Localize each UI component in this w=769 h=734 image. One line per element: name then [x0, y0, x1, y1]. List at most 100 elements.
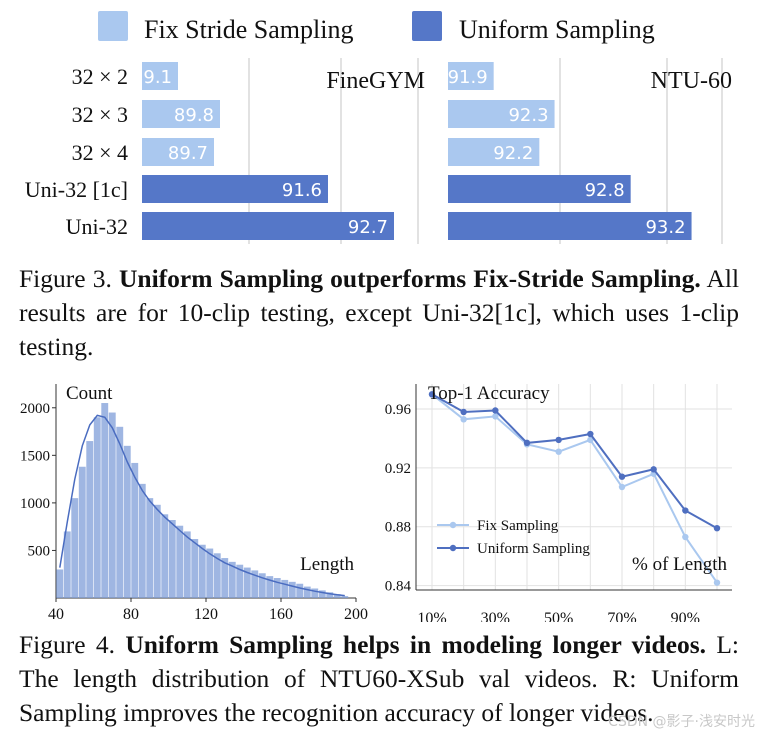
x-axis-label: % of Length	[632, 554, 727, 575]
x-tick-label: 120	[194, 606, 218, 622]
series-point	[460, 416, 467, 423]
figure4-caption-rest: L: The length distribution of NTU60-XSub…	[19, 630, 739, 727]
series-line	[431, 393, 718, 584]
series-point	[492, 407, 499, 414]
histogram-bar	[303, 586, 311, 598]
histogram-bar	[326, 592, 334, 598]
bar-finegym	[142, 62, 178, 90]
panel-title: FineGYM	[326, 68, 425, 94]
bar-value-label: 92.2	[493, 143, 533, 164]
figure4-caption-bold: Uniform Sampling helps in modeling longe…	[125, 630, 707, 659]
x-tick-label: 30%	[481, 610, 510, 622]
histogram-bar	[101, 403, 109, 598]
bar-ntu60	[448, 175, 631, 203]
legend-label: Fix Sampling	[477, 518, 559, 534]
figure4-histogram: 40 80 120 160 200 500 1000 1500 2000 Count Length	[20, 383, 368, 622]
series-point	[587, 436, 594, 444]
histogram-bar	[198, 544, 206, 598]
figure3-caption: Figure 3. Uniform Sampling outperforms F…	[19, 262, 739, 364]
figure3-chart: Fix Stride Sampling Uniform Sampling 89.…	[25, 11, 732, 244]
bar-value-label: 89.1	[132, 67, 172, 88]
histogram-bar	[333, 594, 341, 598]
y-tick-label: 0.96	[385, 402, 412, 418]
bar-value-label: 89.7	[168, 143, 208, 164]
legend-swatch-uniform	[412, 11, 442, 41]
density-curve	[59, 414, 345, 597]
histogram-bar	[273, 578, 281, 598]
histogram-bar	[161, 514, 169, 598]
legend-marker	[449, 521, 457, 529]
histogram-bar	[153, 504, 161, 598]
y-axis-label: Count	[66, 383, 113, 404]
series-point	[587, 430, 594, 438]
figure4-caption-prefix: Figure 4.	[19, 630, 116, 659]
bar-finegym	[142, 212, 394, 240]
bar-value-label: 91.6	[282, 180, 322, 201]
histogram-bar	[251, 570, 259, 598]
histogram-bar	[78, 466, 86, 598]
histogram-bar	[123, 445, 131, 598]
histogram-bar	[206, 548, 214, 598]
series-point	[618, 483, 626, 491]
legend-swatch-fix-stride	[98, 11, 128, 41]
x-tick-label: 200	[344, 606, 368, 622]
figure3-panel-finegym: 89.189.8 89.7 91.6 92.7 FineGYM	[132, 58, 425, 244]
histogram-bar	[341, 596, 349, 598]
bar-value-label: 93.2	[645, 217, 685, 238]
histogram-bar	[108, 412, 116, 598]
bar-ntu60	[448, 100, 555, 128]
y-tick-label: 2000	[20, 401, 50, 417]
histogram-bar	[131, 462, 139, 598]
x-tick-label: 10%	[417, 610, 446, 622]
histogram-bar	[183, 531, 191, 598]
category-label: Uni-32 [1c]	[25, 177, 128, 202]
series-point	[650, 466, 657, 473]
x-tick-label: 90%	[671, 610, 700, 622]
histogram-bar	[93, 417, 101, 598]
legend-marker	[449, 544, 457, 552]
histogram-bar	[56, 569, 64, 598]
x-axis-label: Length	[300, 554, 354, 575]
bar-finegym	[142, 138, 214, 166]
bar-value-label: 89.8	[174, 105, 214, 126]
bar-finegym	[142, 100, 220, 128]
series-point	[555, 448, 562, 455]
category-label: 32 × 4	[72, 140, 128, 165]
histogram-bar	[213, 553, 221, 598]
series-point	[713, 579, 721, 586]
series-point	[713, 525, 721, 532]
bar-value-label: 92.7	[348, 217, 388, 238]
bar-value-label: 92.8	[585, 180, 625, 201]
histogram-bar	[221, 558, 229, 598]
y-tick-label: 500	[28, 543, 51, 559]
histogram-bar	[243, 567, 251, 598]
x-tick-label: 50%	[544, 610, 573, 622]
figure3-category-labels: 32 × 2 32 × 3 32 × 4 Uni-32 [1c] Uni-32	[25, 64, 128, 239]
figure3-legend: Fix Stride Sampling Uniform Sampling	[98, 11, 655, 44]
figure3-caption-bold: Uniform Sampling outperforms Fix-Stride …	[118, 264, 701, 293]
legend-label: Uniform Sampling	[477, 541, 590, 557]
histogram-bar	[71, 498, 79, 598]
bar-ntu60	[448, 62, 494, 90]
histogram-bar	[236, 564, 244, 598]
figure3-panel-ntu60: 91.9 92.3 92.2 92.8 93.2 NTU-60	[448, 58, 732, 244]
histogram-bar	[258, 573, 266, 598]
y-axis-label: Top-1 Accuracy	[428, 383, 550, 404]
x-tick-label: 160	[269, 606, 293, 622]
histogram-bar	[191, 539, 199, 598]
histogram-bar	[281, 579, 289, 598]
legend-label-fix-stride: Fix Stride Sampling	[144, 15, 353, 44]
histogram-bar	[296, 583, 304, 598]
histogram-bar	[318, 590, 326, 598]
bar-ntu60	[448, 212, 692, 240]
series-line	[431, 393, 718, 530]
category-label: 32 × 3	[72, 102, 128, 127]
series-point	[460, 408, 467, 416]
figure4-chart: 40 80 120 160 200500100015002000CountLength …	[20, 383, 732, 622]
panel-title: NTU-60	[651, 68, 732, 94]
bar-finegym	[142, 175, 328, 203]
series-point	[682, 507, 689, 514]
histogram-bar	[138, 483, 146, 598]
category-label: 32 × 2	[72, 64, 128, 89]
histogram-bar	[176, 525, 184, 598]
